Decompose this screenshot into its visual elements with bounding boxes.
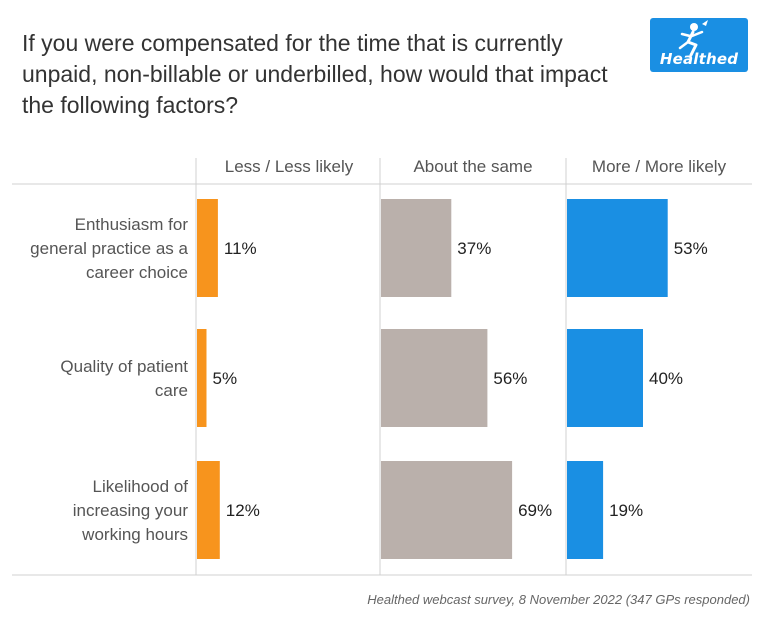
data-label: 53% bbox=[674, 239, 708, 258]
bar bbox=[381, 329, 488, 427]
bar bbox=[197, 199, 218, 297]
bar bbox=[381, 461, 513, 559]
data-label: 40% bbox=[649, 369, 683, 388]
bar bbox=[197, 461, 220, 559]
data-label: 5% bbox=[213, 369, 238, 388]
category-label: Enthusiasm for bbox=[75, 215, 189, 234]
data-label: 37% bbox=[457, 239, 491, 258]
source-note: Healthed webcast survey, 8 November 2022… bbox=[367, 592, 750, 607]
series-header: More / More likely bbox=[592, 157, 727, 176]
category-label: career choice bbox=[86, 263, 188, 282]
bar bbox=[381, 199, 452, 297]
healthed-logo: Healthed bbox=[650, 18, 748, 72]
series-header: About the same bbox=[413, 157, 532, 176]
data-label: 56% bbox=[493, 369, 527, 388]
series-header: Less / Less likely bbox=[225, 157, 354, 176]
data-label: 69% bbox=[518, 501, 552, 520]
data-label: 12% bbox=[226, 501, 260, 520]
data-label: 19% bbox=[609, 501, 643, 520]
category-label: Quality of patient bbox=[60, 357, 188, 376]
chart-title: If you were compensated for the time tha… bbox=[22, 30, 608, 118]
data-label: 11% bbox=[224, 239, 257, 258]
category-label: general practice as a bbox=[30, 239, 188, 258]
runner-figure-icon bbox=[678, 20, 708, 57]
bar bbox=[197, 329, 207, 427]
category-label: care bbox=[155, 381, 188, 400]
category-label: increasing your bbox=[73, 501, 189, 520]
bar bbox=[567, 199, 668, 297]
bar bbox=[567, 329, 643, 427]
category-label: Likelihood of bbox=[93, 477, 189, 496]
bar bbox=[567, 461, 604, 559]
logo-text: Healthed bbox=[659, 50, 739, 68]
category-label: working hours bbox=[81, 525, 188, 544]
bar-chart: Less / Less likely About the same More / M… bbox=[12, 157, 752, 576]
